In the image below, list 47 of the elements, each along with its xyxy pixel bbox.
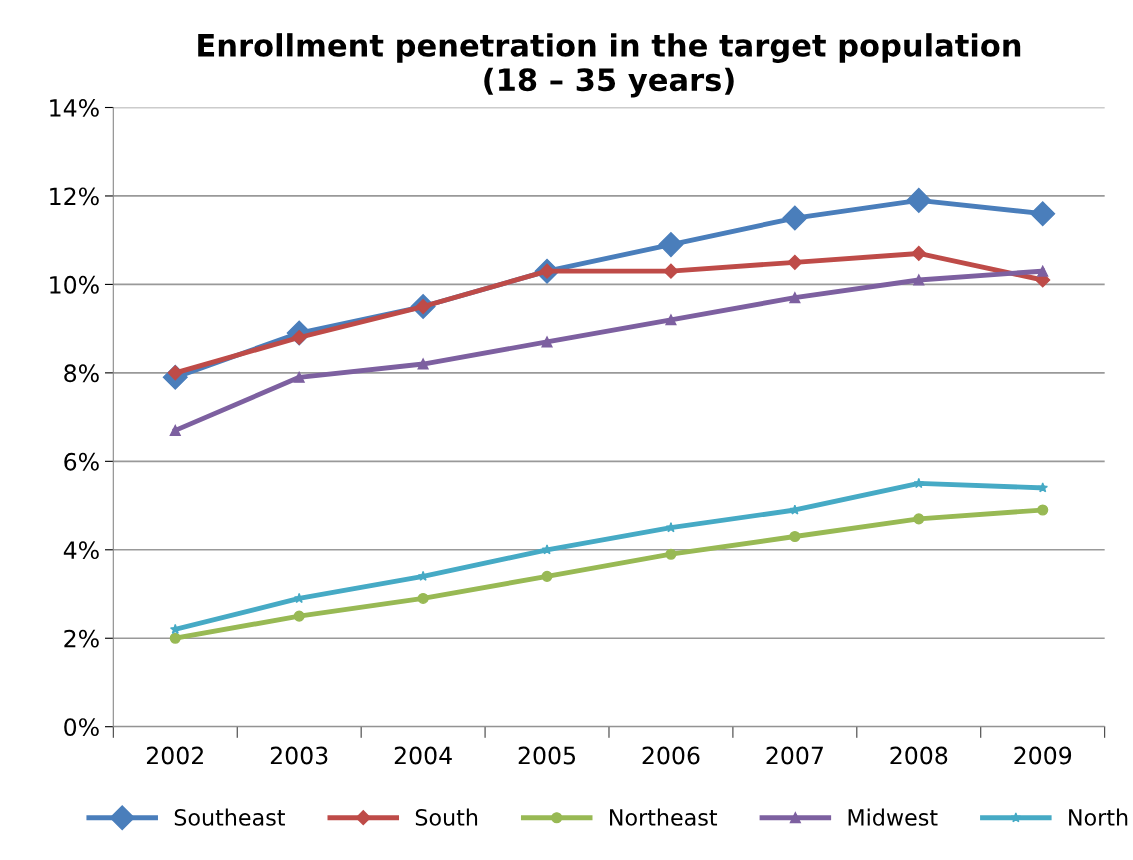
- x-tick-label: 2008: [890, 746, 948, 765]
- point: [1030, 201, 1056, 227]
- point: [658, 232, 684, 258]
- x-tick-label: 2007: [766, 746, 823, 765]
- point: [541, 570, 553, 582]
- legend-label: Midwest: [848, 808, 938, 826]
- x-tick-label: 2002: [146, 746, 203, 765]
- point: [665, 548, 677, 560]
- point: [787, 254, 803, 270]
- x-tick-label: 2005: [518, 746, 576, 765]
- x-tick-label: 2009: [1014, 746, 1072, 765]
- x-tick-label: 2003: [270, 746, 328, 765]
- legend-label: Northeast: [610, 808, 718, 826]
- point: [789, 292, 801, 304]
- y-tick-label: 8%: [64, 364, 99, 383]
- point: [1037, 482, 1049, 493]
- point: [913, 477, 925, 489]
- point: [169, 424, 181, 436]
- point: [913, 274, 925, 286]
- point: [1037, 265, 1049, 277]
- y-tick-label: 2%: [64, 629, 99, 648]
- point: [541, 336, 553, 348]
- y-tick-label: 6%: [64, 452, 99, 471]
- point: [1037, 504, 1049, 516]
- point: [417, 592, 429, 604]
- y-tick-label: 0%: [64, 718, 99, 737]
- point: [293, 371, 305, 383]
- point: [169, 632, 181, 644]
- x-tick-label: 2006: [642, 746, 700, 765]
- y-tick-label: 14%: [50, 98, 99, 117]
- point: [417, 358, 429, 370]
- point: [665, 314, 677, 326]
- legend-label: North: [1069, 808, 1128, 826]
- y-tick-label: 4%: [63, 541, 99, 560]
- point: [906, 187, 932, 213]
- y-tick-label: 10%: [50, 275, 99, 294]
- point: [789, 530, 801, 543]
- point: [782, 205, 808, 231]
- legend-label: South: [415, 808, 478, 826]
- chart-title: Enrollment penetration in the target population (18 – 35 years): [198, 33, 1021, 98]
- point: [293, 610, 305, 622]
- legend-label: Southeast: [174, 808, 285, 826]
- x-tick-label: 2004: [394, 746, 452, 765]
- point: [913, 513, 925, 525]
- y-tick-label: 12%: [50, 187, 99, 206]
- point: [911, 245, 927, 262]
- point: [663, 263, 679, 279]
